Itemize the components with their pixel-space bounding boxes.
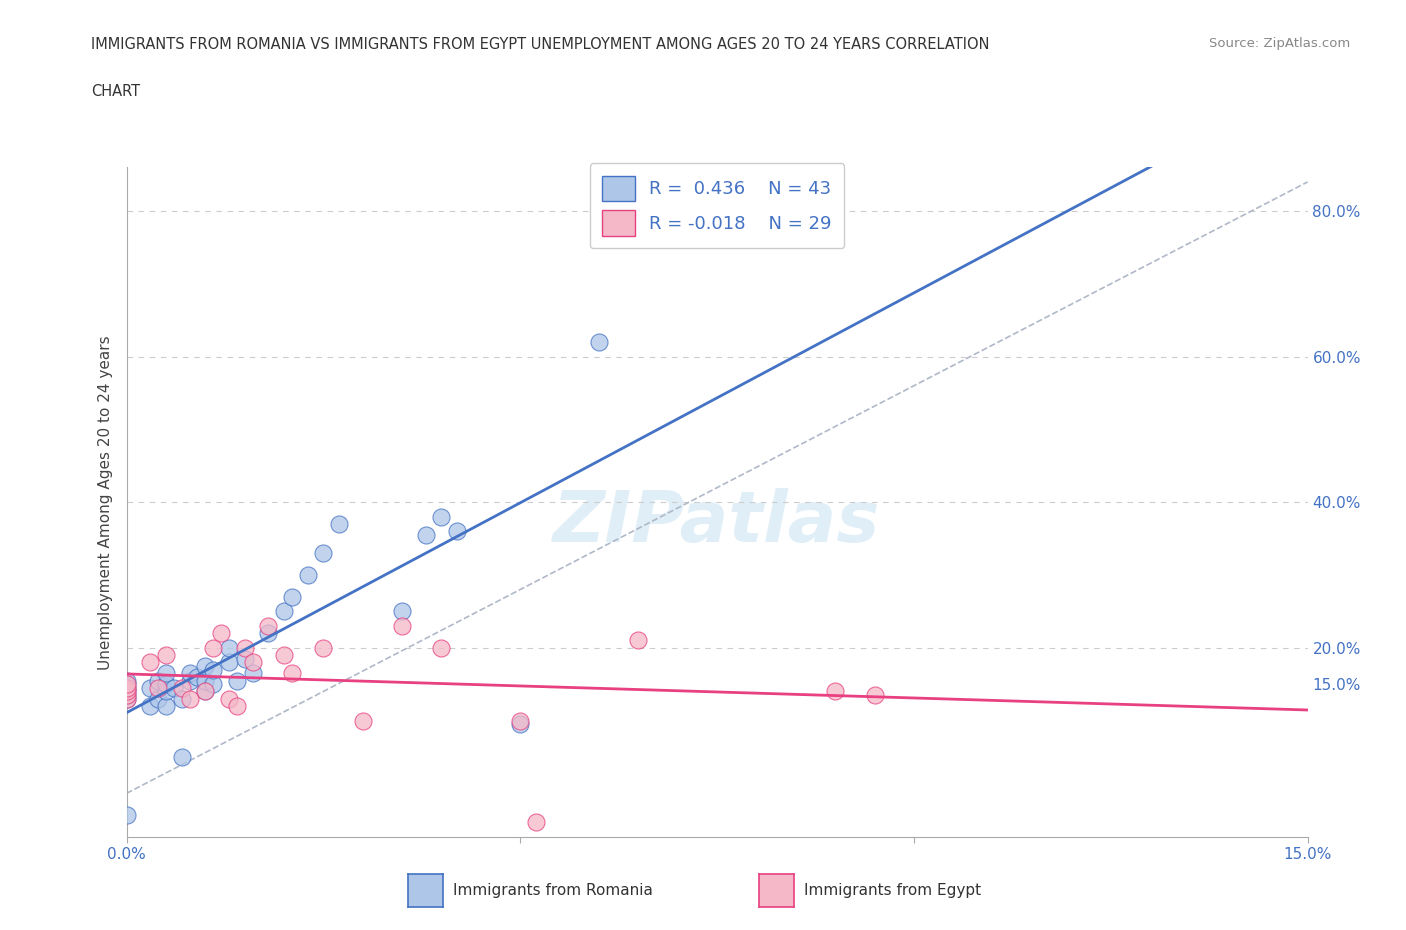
Point [115, 673, 138, 688]
Y-axis label: Unemployment Among Ages 20 to 24 years: Unemployment Among Ages 20 to 24 years [97, 335, 112, 670]
Text: Source: ZipAtlas.com: Source: ZipAtlas.com [1209, 37, 1350, 50]
Point [146, 691, 169, 706]
Point [430, 641, 453, 656]
Point [225, 698, 247, 713]
Point [146, 681, 169, 696]
Point [202, 662, 225, 677]
Text: CHART: CHART [91, 84, 141, 99]
Point [115, 691, 138, 706]
Legend: R =  0.436    N = 43, R = -0.018    N = 29: R = 0.436 N = 43, R = -0.018 N = 29 [589, 163, 845, 248]
Point [115, 677, 138, 692]
Point [233, 651, 256, 666]
Point [139, 698, 162, 713]
Point [194, 673, 217, 688]
Point [391, 618, 413, 633]
Point [312, 641, 335, 656]
Point [115, 681, 138, 696]
Point [588, 335, 610, 350]
Point [163, 681, 186, 696]
Point [115, 687, 138, 702]
Point [194, 658, 217, 673]
Point [179, 666, 201, 681]
Point [312, 546, 335, 561]
Point [509, 713, 531, 728]
Text: Immigrants from Romania: Immigrants from Romania [453, 884, 652, 898]
Point [115, 687, 138, 702]
Point [446, 524, 468, 538]
Point [281, 590, 304, 604]
Point [218, 655, 240, 670]
Point [233, 641, 256, 656]
Point [257, 618, 280, 633]
Point [202, 641, 225, 656]
Point [115, 684, 138, 698]
Point [627, 633, 650, 648]
Point [863, 687, 886, 702]
Point [139, 655, 162, 670]
Point [155, 666, 177, 681]
Point [273, 647, 295, 662]
Text: IMMIGRANTS FROM ROMANIA VS IMMIGRANTS FROM EGYPT UNEMPLOYMENT AMONG AGES 20 TO 2: IMMIGRANTS FROM ROMANIA VS IMMIGRANTS FR… [91, 37, 990, 52]
Point [242, 655, 264, 670]
Point [391, 604, 413, 618]
Point [415, 527, 437, 542]
Point [524, 815, 547, 830]
Point [194, 684, 217, 698]
Point [115, 808, 138, 823]
Point [115, 677, 138, 692]
Point [218, 691, 240, 706]
Point [155, 684, 177, 698]
Point [179, 673, 201, 688]
Point [242, 666, 264, 681]
Point [202, 677, 225, 692]
Point [155, 647, 177, 662]
Point [155, 677, 177, 692]
Point [824, 684, 846, 698]
Point [170, 691, 193, 706]
Point [218, 641, 240, 656]
Point [139, 681, 162, 696]
Point [273, 604, 295, 618]
Point [170, 681, 193, 696]
Point [509, 717, 531, 732]
Point [170, 750, 193, 764]
Point [115, 681, 138, 696]
Text: ZIPatlas: ZIPatlas [554, 488, 880, 557]
Point [297, 567, 319, 582]
Point [430, 510, 453, 525]
Point [115, 684, 138, 698]
Point [115, 691, 138, 706]
Point [352, 713, 374, 728]
Point [186, 670, 208, 684]
Point [194, 684, 217, 698]
Point [328, 516, 350, 531]
Point [225, 673, 247, 688]
Text: Immigrants from Egypt: Immigrants from Egypt [804, 884, 981, 898]
Point [155, 698, 177, 713]
Point [209, 626, 232, 641]
Point [146, 673, 169, 688]
Point [281, 666, 304, 681]
Point [257, 626, 280, 641]
Point [179, 691, 201, 706]
